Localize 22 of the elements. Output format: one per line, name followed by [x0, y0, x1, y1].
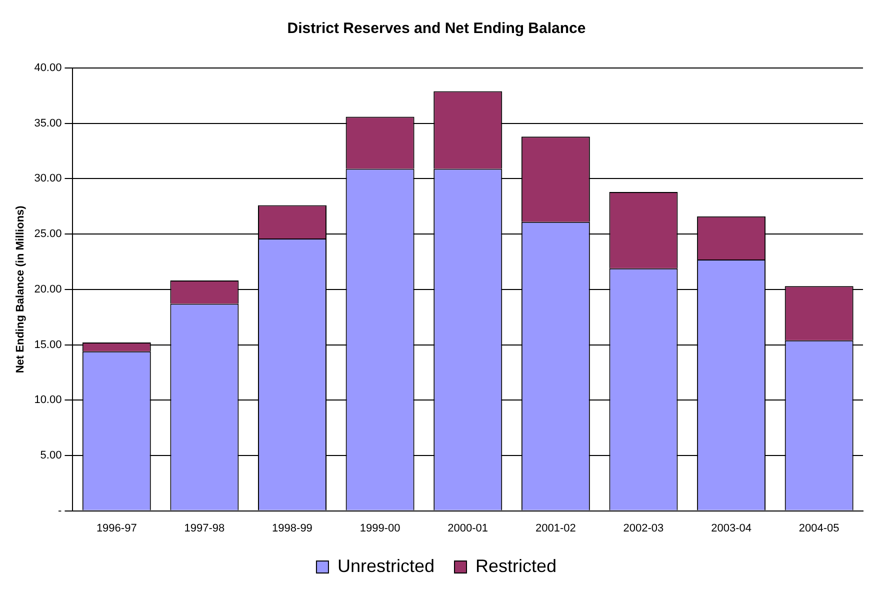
y-tick-label: 5.00 — [40, 449, 62, 462]
x-tick-label: 2004-05 — [798, 522, 840, 534]
y-tick-label: 25.00 — [34, 228, 62, 240]
x-tick-label: 1998-99 — [272, 522, 312, 534]
y-tick-label: 35.00 — [34, 117, 62, 130]
y-tick-label: 30.00 — [34, 172, 62, 185]
y-tick-label: 10.00 — [34, 394, 62, 406]
x-tick-label: 2003-04 — [711, 522, 752, 534]
y-axis-title: Net Ending Balance (in Millions) — [14, 205, 27, 374]
x-tick-label: 1996-97 — [96, 522, 137, 534]
y-tick-label: - — [58, 504, 62, 517]
chart-title: District Reserves and Net Ending Balance — [287, 20, 586, 38]
x-tick-label: 2000-01 — [448, 522, 488, 534]
x-tick-label: 2002-03 — [623, 522, 664, 534]
legend-label: Unrestricted — [337, 556, 434, 576]
x-tick-label: 1997-98 — [184, 522, 225, 534]
x-tick-label: 2001-02 — [535, 522, 576, 534]
y-tick-label: 20.00 — [34, 283, 62, 296]
y-tick-label: 15.00 — [34, 338, 62, 351]
legend-label: Restricted — [476, 556, 557, 576]
y-tick-label: 40.00 — [34, 62, 62, 74]
x-tick-label: 1999-00 — [360, 522, 400, 534]
